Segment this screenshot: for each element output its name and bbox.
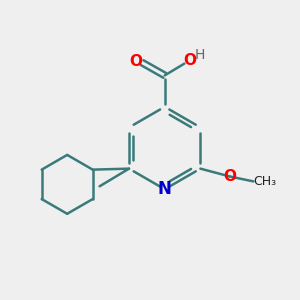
Text: CH₃: CH₃ [254,175,277,188]
Text: N: N [158,180,172,198]
Text: O: O [224,169,236,184]
Text: O: O [184,53,197,68]
Text: O: O [129,54,142,69]
Text: H: H [195,48,205,62]
